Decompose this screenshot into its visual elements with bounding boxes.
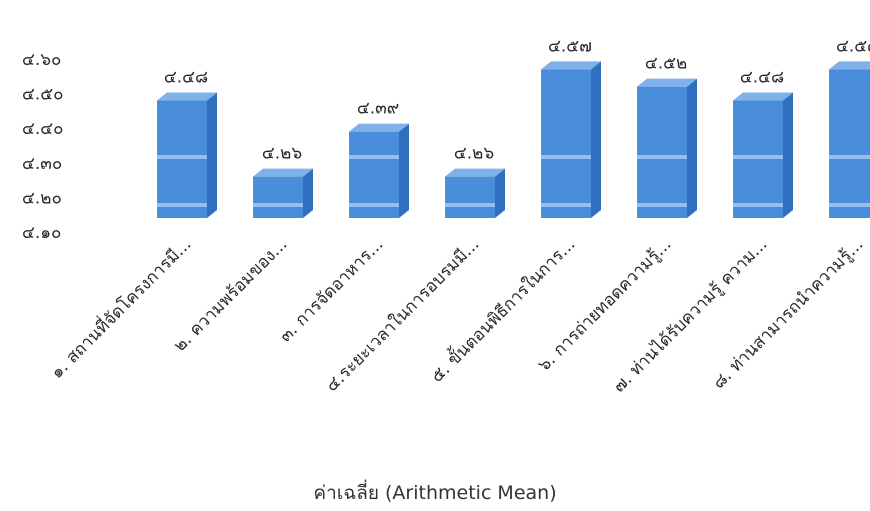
bar-band — [637, 155, 687, 159]
x-axis-label: ค่าเฉลี่ย (Arithmetic Mean) — [313, 482, 557, 504]
bar-band — [829, 155, 870, 159]
bar-band — [541, 155, 591, 159]
bar-band — [157, 155, 207, 159]
bar-band — [157, 203, 207, 207]
bar-top — [349, 123, 409, 132]
x-tick-label: ๓. การจัดอาหาร... — [276, 234, 388, 346]
bar-band — [637, 203, 687, 207]
x-tick-label: ๑. สถานที่จัดโครงการมี... — [45, 232, 196, 383]
bar-front — [541, 69, 591, 218]
data-labels: ๔.๔๘๔.๒๖ ๔.๓๙๔.๒๖ ๔.๕๗๔.๕๒๔.๔๘ ๔.๕๗ — [164, 36, 870, 163]
bar-band — [445, 203, 495, 207]
x-axis-ticks: ๑. สถานที่จัดโครงการมี...๒. ความพร้อมของ… — [45, 232, 868, 396]
bar-side — [783, 92, 793, 218]
bar-front — [733, 100, 783, 218]
y-tick-label: ๔.๒๐ — [22, 188, 62, 208]
bar — [541, 61, 601, 218]
bar-side — [207, 92, 217, 218]
data-label: ๔.๓๙ — [357, 99, 399, 119]
bar — [829, 61, 870, 218]
bar-top — [157, 92, 217, 101]
bar-side — [687, 78, 697, 219]
y-tick-label: ๔.๓๐ — [22, 154, 62, 174]
data-label: ๔.๔๘ — [164, 68, 208, 88]
bar-band — [253, 203, 303, 207]
data-label: ๔.๕๗ — [836, 36, 870, 56]
y-axis-ticks: ๔.๖๐๔.๕๐๔.๔๐๔.๓๐๔.๒๐๔.๑๐ — [22, 50, 64, 243]
data-label: ๔.๕๗ — [548, 36, 592, 56]
bar-top — [253, 168, 313, 177]
bar — [733, 92, 793, 218]
bar-side — [591, 61, 601, 218]
bar-front — [157, 100, 207, 218]
bar-band — [349, 203, 399, 207]
bar-front — [253, 176, 303, 218]
bar — [253, 168, 313, 218]
bar-top — [445, 168, 505, 177]
bar-front — [445, 176, 495, 218]
bar-band — [349, 155, 399, 159]
bar — [637, 78, 697, 219]
bar — [445, 168, 505, 218]
bar-top — [733, 92, 793, 101]
bar-band — [541, 203, 591, 207]
data-label: ๔.๔๘ — [740, 68, 784, 88]
bar-front — [637, 86, 687, 219]
y-tick-label: ๔.๔๐ — [22, 119, 64, 139]
bar-band — [733, 203, 783, 207]
y-tick-label: ๔.๑๐ — [22, 223, 61, 243]
bar — [349, 123, 409, 218]
bar-side — [303, 168, 313, 218]
bar-front — [829, 69, 870, 218]
bar-side — [399, 123, 409, 218]
bar-side — [495, 168, 505, 218]
bars — [157, 61, 870, 219]
bar-top — [637, 78, 697, 87]
bar-band — [733, 155, 783, 159]
x-tick-label: ๔.ระยะเวลาในการอบรมมี... — [321, 234, 483, 396]
bar-top — [541, 61, 601, 70]
bar — [157, 92, 217, 218]
data-label: ๔.๕๒ — [645, 54, 687, 74]
bar-band — [829, 203, 870, 207]
data-label: ๔.๒๖ — [262, 144, 302, 164]
y-tick-label: ๔.๕๐ — [22, 85, 64, 105]
bar-top — [829, 61, 870, 70]
data-label: ๔.๒๖ — [454, 144, 494, 164]
x-tick-label: ๗. ท่านได้รับความรู้ ความ... — [609, 234, 772, 397]
y-tick-label: ๔.๖๐ — [22, 50, 61, 70]
